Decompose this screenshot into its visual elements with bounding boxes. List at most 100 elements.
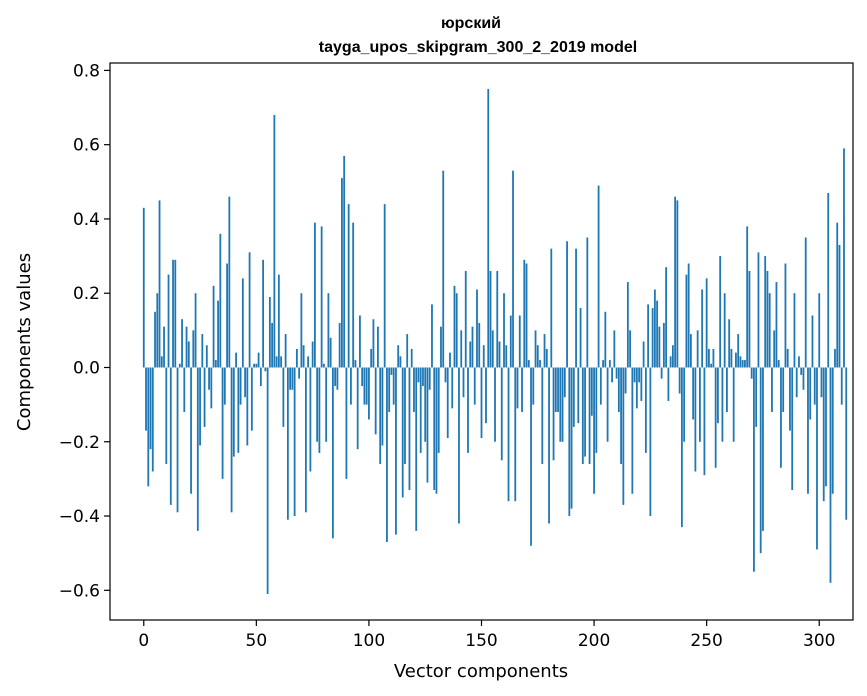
bar-76 bbox=[313, 222, 316, 368]
bar-191 bbox=[572, 367, 575, 427]
bar-119 bbox=[410, 348, 413, 368]
bar-5 bbox=[154, 311, 156, 368]
bar-254 bbox=[714, 367, 717, 468]
bar-222 bbox=[642, 341, 645, 368]
bar-156 bbox=[494, 367, 496, 442]
bar-287 bbox=[789, 367, 791, 431]
bar-0 bbox=[142, 207, 145, 368]
bar-226 bbox=[651, 308, 654, 368]
bar-204 bbox=[602, 360, 604, 368]
bar-27 bbox=[203, 367, 206, 427]
bar-24 bbox=[196, 367, 199, 531]
bar-253 bbox=[712, 348, 715, 368]
bar-280 bbox=[773, 330, 776, 368]
x-tick-label: 300 bbox=[803, 631, 835, 651]
bar-145 bbox=[469, 341, 472, 368]
bar-109 bbox=[388, 367, 391, 413]
bar-40 bbox=[232, 367, 235, 457]
bar-194 bbox=[579, 308, 582, 368]
bar-127 bbox=[428, 367, 431, 390]
bar-142 bbox=[462, 367, 465, 398]
bar-125 bbox=[424, 367, 427, 442]
bar-13 bbox=[172, 259, 174, 368]
bar-258 bbox=[723, 293, 726, 368]
bar-92 bbox=[350, 367, 352, 405]
bar-189 bbox=[568, 367, 571, 517]
bar-208 bbox=[611, 367, 613, 383]
bar-286 bbox=[786, 348, 789, 368]
bar-283 bbox=[780, 367, 782, 468]
bar-175 bbox=[536, 345, 539, 368]
bar-81 bbox=[325, 367, 328, 442]
bar-235 bbox=[671, 345, 674, 368]
bar-296 bbox=[809, 367, 812, 420]
bar-203 bbox=[599, 367, 602, 405]
bar-130 bbox=[435, 367, 438, 494]
bar-146 bbox=[471, 326, 474, 368]
bar-86 bbox=[336, 367, 339, 390]
bar-232 bbox=[665, 267, 668, 368]
bar-93 bbox=[352, 222, 355, 368]
bar-69 bbox=[298, 367, 301, 379]
bar-186 bbox=[561, 367, 564, 442]
bar-294 bbox=[804, 237, 807, 368]
plot-frame bbox=[109, 62, 854, 621]
bar-207 bbox=[608, 360, 611, 368]
bar-295 bbox=[807, 367, 809, 494]
bar-44 bbox=[241, 278, 244, 368]
bar-95 bbox=[356, 367, 359, 450]
bar-54 bbox=[264, 367, 267, 372]
bar-66 bbox=[291, 367, 294, 390]
bar-6 bbox=[156, 293, 159, 368]
bar-107 bbox=[383, 204, 386, 368]
bar-55 bbox=[266, 367, 269, 594]
bar-154 bbox=[489, 270, 492, 368]
bar-83 bbox=[329, 337, 332, 368]
bar-185 bbox=[559, 367, 562, 442]
bar-37 bbox=[226, 263, 228, 368]
bar-103 bbox=[374, 367, 377, 435]
bar-279 bbox=[771, 367, 773, 413]
bar-84 bbox=[332, 367, 334, 539]
bar-289 bbox=[793, 293, 796, 368]
bar-308 bbox=[836, 222, 839, 368]
bar-67 bbox=[293, 367, 296, 517]
bar-79 bbox=[320, 226, 323, 368]
bar-91 bbox=[347, 204, 350, 368]
bar-137 bbox=[451, 367, 454, 409]
bar-56 bbox=[268, 296, 271, 368]
bar-304 bbox=[827, 192, 830, 368]
bar-115 bbox=[401, 367, 404, 498]
bar-155 bbox=[491, 330, 494, 368]
bar-245 bbox=[694, 367, 697, 472]
bar-162 bbox=[507, 367, 510, 502]
bar-257 bbox=[721, 367, 724, 442]
bar-4 bbox=[151, 367, 154, 472]
bar-131 bbox=[437, 367, 440, 453]
bar-57 bbox=[271, 322, 274, 368]
bar-158 bbox=[498, 341, 501, 368]
bar-213 bbox=[622, 367, 625, 505]
bar-139 bbox=[455, 293, 458, 368]
bar-75 bbox=[311, 341, 314, 368]
bar-46 bbox=[246, 367, 249, 446]
bar-220 bbox=[638, 367, 641, 383]
bar-9 bbox=[163, 326, 165, 368]
bar-299 bbox=[816, 367, 818, 550]
bar-97 bbox=[361, 367, 364, 387]
x-tick-label: 0 bbox=[138, 631, 149, 651]
bar-312 bbox=[845, 367, 848, 520]
x-tick-label: 50 bbox=[246, 631, 268, 651]
bar-138 bbox=[453, 285, 456, 368]
bar-85 bbox=[334, 367, 337, 387]
bar-233 bbox=[667, 367, 670, 401]
bar-59 bbox=[275, 356, 278, 368]
bar-159 bbox=[500, 367, 503, 461]
bar-214 bbox=[624, 367, 627, 394]
bar-182 bbox=[552, 367, 555, 461]
bar-300 bbox=[818, 293, 821, 368]
bar-221 bbox=[640, 367, 643, 401]
x-tick-label: 100 bbox=[353, 631, 385, 651]
bar-104 bbox=[377, 326, 379, 368]
bar-32 bbox=[214, 360, 217, 368]
